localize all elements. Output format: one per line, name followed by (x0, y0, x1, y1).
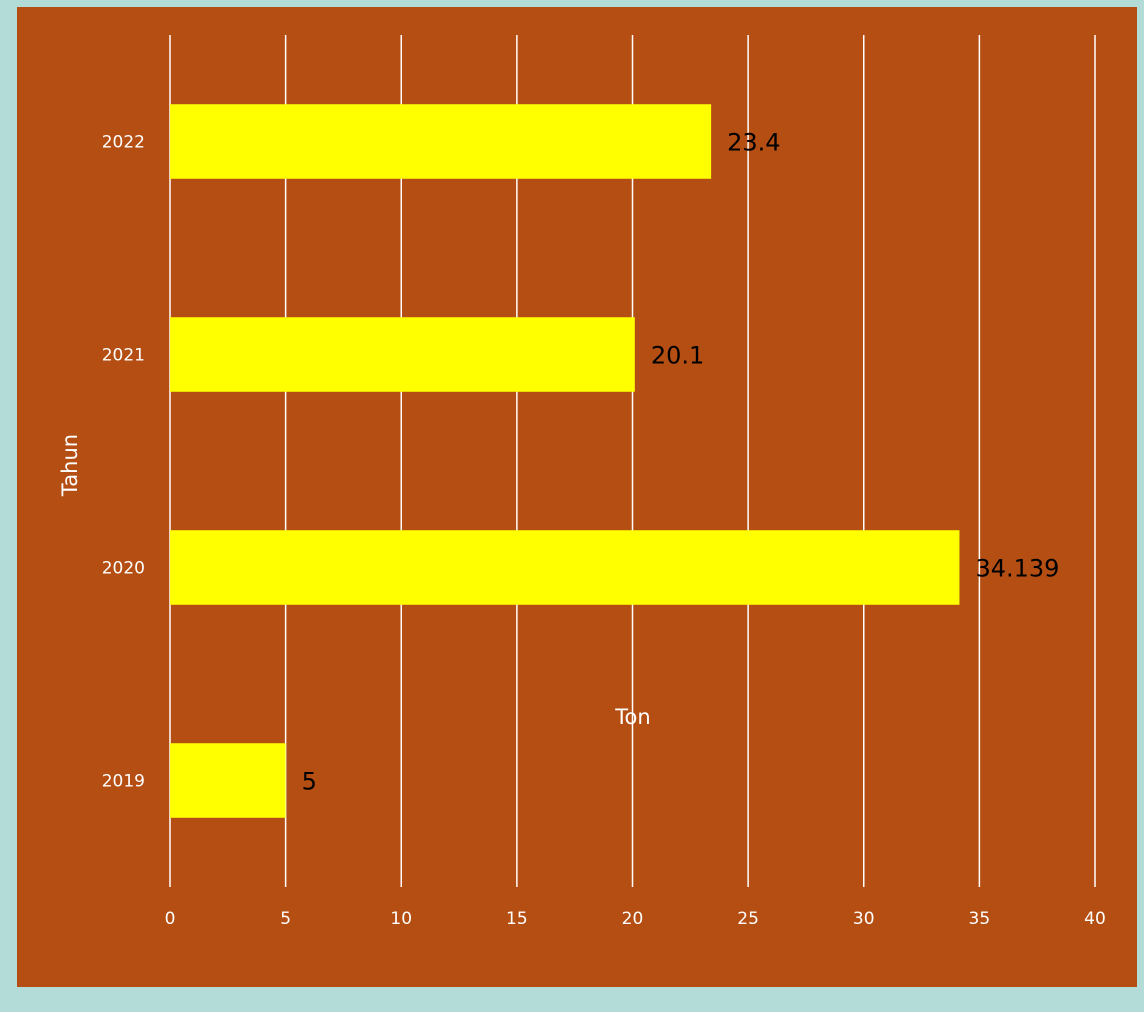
data-label-2022: 23.4 (727, 129, 780, 157)
y-axis-title: Tahun (58, 434, 82, 497)
y-tick-label: 2020 (102, 559, 145, 579)
y-tick-labels: 2019 2020 2021 2022 (102, 133, 145, 792)
bar-2020 (170, 530, 960, 605)
x-tick-label: 15 (506, 909, 528, 929)
bar-2022 (170, 104, 712, 179)
y-tick-label: 2021 (102, 346, 145, 366)
data-label-2020: 34.139 (975, 555, 1059, 583)
y-tick-label: 2022 (102, 133, 145, 153)
x-tick-label: 0 (165, 909, 176, 929)
x-tick-label: 10 (390, 909, 412, 929)
x-tick-labels: 0 5 10 15 20 25 30 35 40 (165, 909, 1106, 929)
x-tick-label: 40 (1084, 909, 1106, 929)
x-tick-label: 35 (969, 909, 991, 929)
x-tick-label: 30 (853, 909, 875, 929)
x-axis-title: Ton (614, 705, 650, 729)
bars (170, 104, 960, 818)
data-labels: 5 34.139 20.1 23.4 (302, 129, 1060, 796)
y-tick-label: 2019 (102, 772, 145, 792)
data-label-2019: 5 (302, 768, 317, 796)
x-tick-label: 5 (280, 909, 291, 929)
bar-chart: 5 34.139 20.1 23.4 0 5 10 15 20 25 30 35 40 2019 202… (58, 35, 1106, 929)
x-tick-label: 25 (737, 909, 759, 929)
data-label-2021: 20.1 (651, 342, 704, 370)
chart-panel: 5 34.139 20.1 23.4 0 5 10 15 20 25 30 35 40 2019 202… (17, 7, 1137, 987)
bar-2019 (170, 743, 286, 818)
x-tick-label: 20 (622, 909, 644, 929)
bar-2021 (170, 317, 635, 392)
